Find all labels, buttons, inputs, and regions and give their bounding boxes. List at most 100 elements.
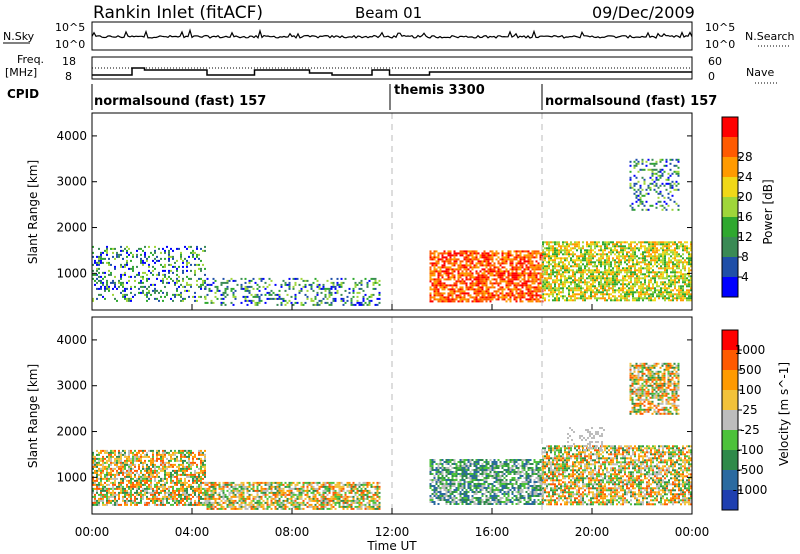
echo-cell [378,291,381,294]
echo-cell [656,265,658,268]
echo-cell [554,255,556,258]
echo-cell [554,257,556,260]
echo-cell [108,453,110,456]
echo-cell [146,475,148,478]
echo-cell [200,485,202,488]
echo-cell [513,288,516,291]
echo-cell [170,449,172,452]
echo-cell [661,168,664,171]
echo-cell [511,274,514,277]
echo-cell [162,247,164,250]
echo-cell [648,275,650,278]
echo-cell [676,245,678,248]
echo-cell [612,287,614,290]
echo-cell [230,497,233,500]
echo-cell [562,241,564,244]
echo-cell [546,267,548,270]
echo-cell [204,473,206,476]
echo-cell [154,249,156,252]
echo-cell [252,299,255,302]
echo-cell [684,245,686,248]
echo-cell [122,477,124,480]
echo-cell [640,277,642,280]
echo-cell [650,247,652,250]
echo-cell [533,270,536,273]
echo-cell [176,475,178,478]
echo-cell [374,281,377,284]
echo-cell [648,299,650,302]
echo-cell [491,258,494,261]
echo-cell [226,495,229,498]
echo-cell [158,475,160,478]
echo-cell [168,251,170,254]
echo-cell [180,499,182,502]
echo-cell [200,467,202,470]
echo-cell [531,264,534,267]
echo-cell [106,467,108,470]
echo-cell [481,280,484,283]
echo-cell [164,491,166,494]
echo-cell [194,491,196,494]
echo-cell [633,184,636,187]
echo-cell [606,285,608,288]
echo-cell [630,243,632,246]
echo-cell [638,247,640,250]
echo-cell [667,178,670,181]
echo-cell [256,293,259,296]
echo-cell [688,299,690,302]
echo-cell [356,295,359,298]
echo-cell [509,292,512,295]
echo-cell [624,297,626,300]
echo-cell [634,271,636,274]
echo-cell [673,164,676,167]
echo-cell [218,507,221,510]
echo-cell [451,300,454,303]
echo-cell [439,270,442,273]
echo-cell [644,295,646,298]
echo-cell [362,289,365,292]
echo-cell [449,272,452,275]
echo-cell [340,281,343,284]
echo-cell [282,297,285,300]
echo-cell [282,299,285,302]
echo-cell [212,501,215,504]
echo-cell [604,299,606,302]
echo-cell [527,276,530,279]
echo-cell [92,461,94,464]
echo-cell [664,281,666,284]
echo-cell [614,283,616,286]
echo-cell [126,457,128,460]
echo-cell [475,270,478,273]
echo-cell [112,247,114,250]
echo-cell [260,279,263,282]
echo-cell [248,279,251,282]
echo-cell [194,269,196,272]
echo-cell [682,265,684,268]
echo-cell [654,251,656,254]
echo-cell [519,288,522,291]
echo-cell [106,455,108,458]
echo-cell [200,465,202,468]
echo-cell [228,501,231,504]
echo-cell [198,449,200,452]
echo-cell [120,457,122,460]
echo-cell [449,254,452,257]
echo-cell [148,467,150,470]
echo-cell [294,295,297,298]
echo-cell [637,160,640,163]
echo-cell [142,479,144,482]
echo-cell [148,455,150,458]
echo-cell [332,297,335,300]
echo-cell [162,457,164,460]
echo-cell [370,295,373,298]
echo-cell [120,277,122,280]
echo-cell [622,287,624,290]
echo-cell [210,489,213,492]
echo-cell [194,263,196,266]
echo-cell [671,208,674,211]
echo-cell [168,471,170,474]
echo-cell [497,252,500,255]
echo-cell [507,294,510,297]
echo-cell [562,265,564,268]
echo-cell [483,264,486,267]
